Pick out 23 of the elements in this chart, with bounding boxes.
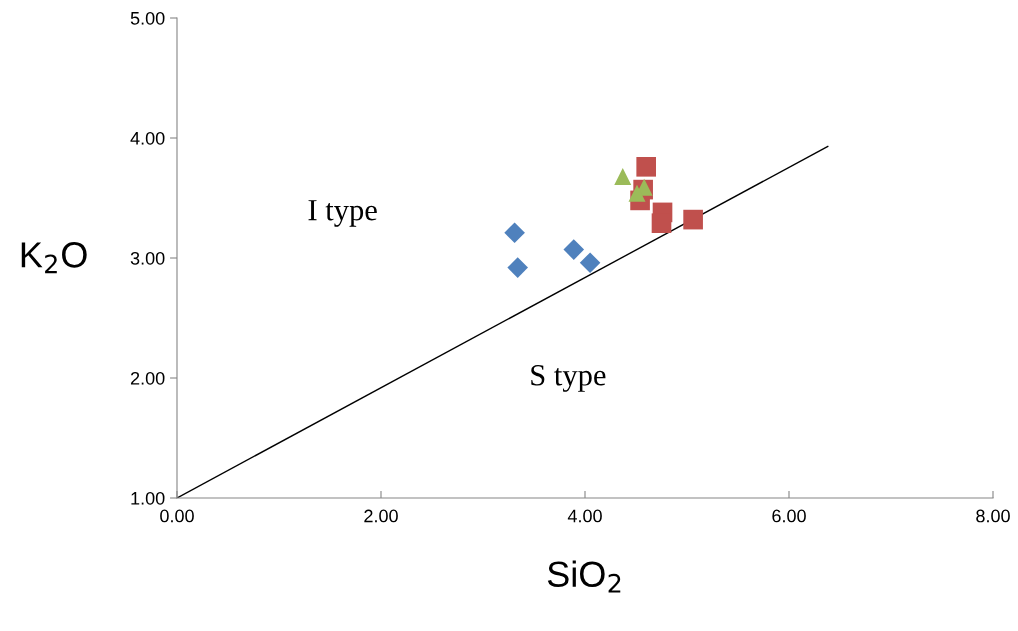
point: [563, 239, 585, 260]
annotation: I type: [308, 200, 377, 227]
x-tick-label: 6.00: [772, 509, 806, 523]
y-tick-label: 5.00: [130, 11, 165, 25]
point: [507, 257, 528, 278]
y-tick-label: 1.00: [131, 491, 165, 505]
point: [651, 213, 672, 234]
y-tick-label: 2.00: [130, 371, 165, 385]
x-tick-label: 4.00: [567, 509, 602, 523]
point: [683, 209, 703, 230]
point: [628, 184, 646, 202]
x-tick-label: 8.00: [976, 509, 1010, 523]
y-tick-label: 4.00: [130, 131, 165, 145]
point: [614, 167, 632, 185]
annotation: S type: [531, 365, 606, 392]
point: [636, 156, 657, 177]
x-tick-label: 2.00: [364, 509, 398, 523]
x-tick-label: 0.00: [160, 509, 194, 523]
point: [579, 252, 601, 274]
point: [504, 222, 525, 244]
y-axis-title: K$_{2}$O: [21, 242, 87, 274]
y-tick-label: 3.00: [130, 251, 165, 265]
x-axis-title: SiO$_{2}$: [547, 560, 621, 593]
